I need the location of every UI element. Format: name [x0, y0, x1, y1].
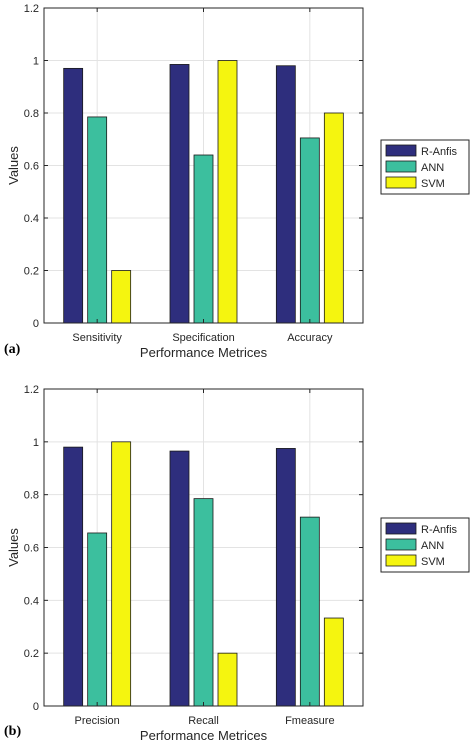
chart-2-y-tick-label: 0 — [33, 701, 39, 713]
chart-1-bar-svm — [323, 112, 344, 324]
chart-1-legend-swatch — [385, 176, 417, 189]
chart-2-bar-ann — [87, 532, 108, 707]
chart-1-legend-swatch — [385, 160, 417, 173]
chart-1-x-axis-label: Performance Metrices — [140, 345, 268, 360]
chart-2-bar-ann — [193, 498, 214, 707]
chart-1-legend-swatch — [385, 144, 417, 157]
chart-2-panel-label: (b) — [4, 724, 21, 739]
chart-2-legend-entry: SVM — [421, 556, 445, 568]
chart-1-bar-svm — [111, 270, 132, 324]
chart-1-x-tick-label: Specification — [172, 332, 234, 344]
chart-2-x-tick-label: Fmeasure — [285, 715, 335, 727]
chart-2-bar-r-anfis — [275, 448, 296, 707]
chart-2-bar-svm — [111, 441, 132, 707]
chart-1-x-tick-label: Accuracy — [287, 332, 333, 344]
chart-2-legend-entry: ANN — [421, 540, 444, 552]
chart-2-bar-r-anfis — [63, 446, 84, 707]
chart-2-bar-r-anfis — [169, 450, 190, 707]
chart-2-legend-swatch — [385, 538, 417, 551]
chart-1-bar-r-anfis — [275, 65, 296, 324]
chart-1-y-tick-label: 1.2 — [24, 3, 39, 15]
chart-2-x-tick-label: Precision — [75, 715, 120, 727]
chart-1-y-tick-label: 0.2 — [24, 266, 39, 278]
chart-2-x-tick-label: Recall — [188, 715, 219, 727]
chart-2-legend-swatch — [385, 554, 417, 567]
chart-1-y-tick-label: 0.6 — [24, 161, 39, 173]
chart-1-legend-entry: R-Anfis — [421, 146, 458, 158]
chart-1-bar-r-anfis — [63, 67, 84, 324]
chart-1-legend-entry: SVM — [421, 178, 445, 190]
chart-2-y-tick-label: 0.6 — [24, 543, 39, 555]
chart-1-panel-label: (a) — [4, 342, 21, 357]
chart-1-y-axis-label: Values — [6, 146, 21, 185]
chart-2-y-tick-label: 1 — [33, 437, 39, 449]
chart-1-bar-svm — [217, 60, 238, 324]
chart-2-legend-entry: R-Anfis — [421, 524, 458, 536]
chart-2-y-tick-label: 0.4 — [24, 595, 39, 607]
chart-2-legend-swatch — [385, 522, 417, 535]
chart-2-y-axis-label: Values — [6, 528, 21, 567]
chart-2-y-tick-label: 0.2 — [24, 648, 39, 660]
chart-2-bar-svm — [323, 617, 344, 707]
chart-1-bar-ann — [299, 137, 320, 324]
chart-2-x-axis-label: Performance Metrices — [140, 728, 268, 743]
chart-1-bar-ann — [193, 154, 214, 324]
chart-1-bar-ann — [87, 116, 108, 324]
chart-1-bar-r-anfis — [169, 64, 190, 324]
chart-2-bar-ann — [299, 516, 320, 707]
chart-1-y-tick-label: 0.8 — [24, 108, 39, 120]
chart-2-y-tick-label: 0.8 — [24, 490, 39, 502]
chart-2-y-tick-label: 1.2 — [24, 384, 39, 396]
chart-1-y-tick-label: 0 — [33, 318, 39, 330]
chart-1-x-tick-label: Sensitivity — [72, 332, 122, 344]
chart-1-y-tick-label: 0.4 — [24, 213, 39, 225]
chart-1-legend-entry: ANN — [421, 162, 444, 174]
chart-1-y-tick-label: 1 — [33, 56, 39, 68]
chart-2-bar-svm — [217, 652, 238, 707]
